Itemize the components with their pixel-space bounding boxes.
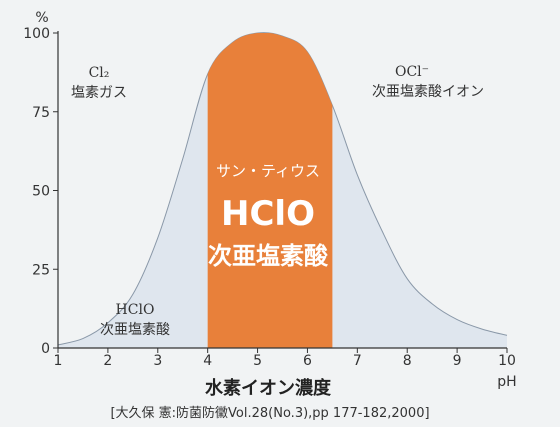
band-name: 次亜塩素酸: [208, 242, 329, 270]
band-formula: HClO: [221, 194, 315, 234]
x-tick-label: 8: [403, 353, 412, 369]
x-tick-label: 10: [498, 353, 516, 369]
cl2-formula-label: Cl₂: [89, 65, 110, 81]
citation-text: [大久保 憲:防菌防黴Vol.28(No.3),pp 177-182,2000]: [110, 405, 429, 421]
x-tick-label: 6: [303, 353, 312, 369]
y-unit-label: %: [35, 10, 48, 26]
x-tick-label: 7: [353, 353, 362, 369]
x-tick-label: 4: [203, 353, 212, 369]
y-tick-label: 25: [32, 262, 50, 278]
ocl-formula-label: OCl⁻: [395, 64, 429, 80]
hclo-name-label: 次亜塩素酸: [100, 322, 170, 338]
x-unit-label: pH: [497, 374, 516, 390]
x-tick-label: 9: [453, 353, 462, 369]
cl2-name-label: 塩素ガス: [71, 85, 127, 101]
band-subtitle: サン・ティウス: [216, 162, 320, 180]
x-tick-label: 1: [54, 353, 63, 369]
y-tick-label: 75: [32, 105, 50, 121]
y-tick-label: 0: [41, 341, 50, 357]
x-tick-label: 3: [153, 353, 162, 369]
x-tick-label: 5: [253, 353, 262, 369]
x-axis-title: 水素イオン濃度: [205, 377, 332, 399]
hclo-highlight-band: [207, 33, 333, 348]
y-tick-label: 50: [32, 184, 50, 200]
y-tick-label: 100: [23, 26, 50, 42]
x-tick-label: 2: [103, 353, 112, 369]
ocl-name-label: 次亜塩素酸イオン: [372, 84, 484, 100]
hclo-formula-label: HClO: [116, 302, 155, 318]
